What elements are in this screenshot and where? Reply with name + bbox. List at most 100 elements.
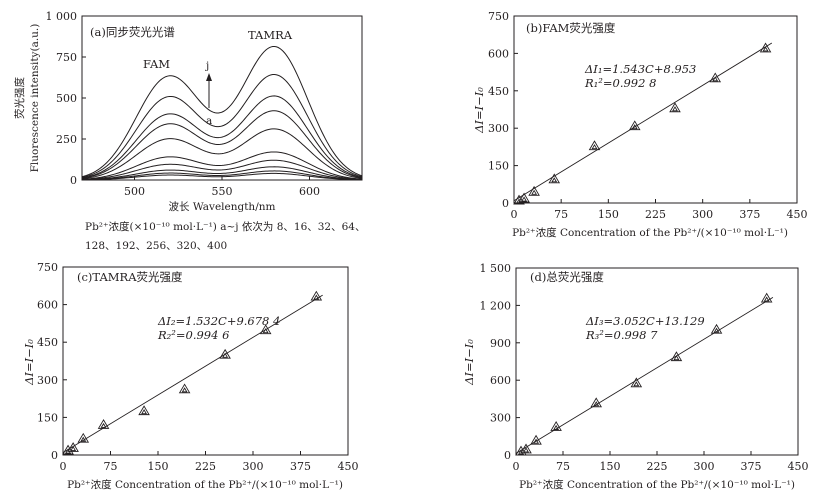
panel-b-y-tick-label: 450 — [488, 85, 509, 98]
panel-d-data-point-inner — [713, 327, 720, 333]
spectrum-curve-b — [81, 170, 363, 181]
panel-b-x-tick-label: 150 — [598, 208, 619, 221]
panel-a-x-axis-label: 波长 Wavelength/nm — [169, 200, 276, 213]
panel-d-data-point-inner — [533, 438, 540, 444]
panel-c-data-point — [259, 324, 272, 335]
panel-a-spectra: 500 550 600 0 250 500 750 1 000 (a)同步荧光光谱 FAM T… — [13, 10, 365, 252]
panel-a-arrow-top-label: j — [204, 60, 209, 72]
panel-d-y-tick-label: 600 — [490, 374, 511, 387]
panel-d-x-tick-label: 150 — [600, 460, 621, 473]
panel-c-y-tick-label: 150 — [37, 411, 58, 424]
panel-b-x-axis-label: Pb²⁺浓度 Concentration of the Pb²⁺/(×10⁻¹⁰… — [512, 226, 788, 239]
panel-b-regression-line — [513, 42, 773, 202]
panel-c-data-point — [219, 348, 231, 359]
panel-b-y-tick-label: 300 — [488, 122, 509, 135]
panel-a-y-tick-label: 1 000 — [46, 10, 78, 23]
panel-d-x-axis-label: Pb²⁺浓度 Concentration of the Pb²⁺/(×10⁻¹⁰… — [519, 478, 795, 491]
panel-d-data-points — [515, 292, 773, 456]
panel-b-y-tick-label: 0 — [502, 197, 509, 210]
panel-b-r-squared: R₁²=0.992 8 — [584, 76, 656, 90]
panel-b-x-tick-label: 225 — [645, 208, 666, 221]
panel-b-x-tick-label: 375 — [739, 208, 760, 221]
panel-c-x-tick-label: 300 — [243, 460, 264, 473]
panel-a-arrow-head — [206, 73, 212, 81]
panel-a-caption-line1: Pb²⁺浓度(×10⁻¹⁰ mol·L⁻¹) a~j 依次为 8、16、32、6… — [85, 220, 365, 233]
panel-a-y-axis-label-cn: 荧光强度 — [13, 77, 26, 119]
panel-a-y-tick-label: 0 — [70, 174, 77, 187]
panel-c-x-tick-label: 375 — [290, 460, 311, 473]
panel-c-data-point-inner — [70, 445, 77, 451]
panel-d-total-intensity: 0 75 150 225 300 375 450 0 300 600 900 1 200 1 500 (… — [462, 262, 809, 491]
panel-c-tamra-intensity: 0 75 150 225 300 375 450 0 150 300 450 600 750 (c)TA… — [22, 261, 359, 491]
panel-b-data-point — [548, 173, 561, 184]
panel-d-data-point-inner — [673, 355, 680, 361]
panel-b-y-tick-label: 600 — [488, 47, 509, 60]
panel-c-x-tick-label: 450 — [338, 460, 359, 473]
panel-c-equation: ΔI₂=1.532C+9.678 4 — [157, 314, 280, 328]
panel-c-data-point — [62, 444, 74, 455]
panel-c-data-point-inner — [100, 422, 107, 428]
panel-c-data-point — [138, 405, 150, 416]
panel-d-data-point — [670, 351, 683, 362]
spectrum-curve-h — [81, 95, 363, 179]
panel-c-data-point-inner — [80, 436, 87, 442]
panel-c-data-point — [77, 432, 90, 443]
panel-d-x-tick-label: 0 — [513, 460, 520, 473]
panel-d-y-tick-label: 1 200 — [480, 299, 512, 312]
panel-b-data-point-inner — [762, 46, 769, 52]
panel-b-data-point — [513, 194, 525, 205]
panel-d-data-point — [520, 443, 532, 454]
spectrum-curve-j — [81, 45, 363, 178]
panel-d-data-point-inner — [763, 296, 770, 302]
panel-d-y-tick-label: 1 500 — [480, 262, 512, 275]
panel-c-y-tick-label: 750 — [37, 261, 58, 274]
panel-a-arrow-bottom-label: a — [206, 115, 212, 127]
panel-b-data-point-inner — [521, 196, 528, 202]
panel-d-y-axis-label: ΔI=I−I₀ — [462, 339, 476, 386]
panel-b-data-point-inner — [516, 198, 523, 204]
panel-d-y-tick-label: 900 — [490, 337, 511, 350]
panel-c-title: (c)TAMRA荧光强度 — [77, 270, 183, 284]
spectrum-curve-c — [81, 166, 363, 181]
panel-d-x-tick-label: 75 — [556, 460, 570, 473]
panel-a-curves — [81, 45, 363, 181]
panel-b-x-tick-label: 0 — [511, 208, 518, 221]
panel-c-data-point — [67, 442, 79, 452]
spectrum-curve-g — [81, 110, 363, 179]
panel-d-plot-frame — [515, 267, 799, 456]
panel-d-data-point-inner — [518, 449, 525, 455]
panel-a-title: (a)同步荧光光谱 — [90, 25, 175, 39]
panel-c-data-point — [178, 383, 191, 394]
panel-c-fit-line — [62, 294, 323, 453]
panel-d-x-tick-label: 450 — [788, 460, 809, 473]
panel-d-x-tick-label: 300 — [694, 460, 715, 473]
panel-d-x-tick-label: 225 — [647, 460, 668, 473]
panel-d-x-tick-label: 375 — [741, 460, 762, 473]
panel-a-x-tick-label: 550 — [212, 185, 233, 198]
panel-c-regression-line — [62, 294, 323, 453]
panel-a-y-axis-label: Fluorescence intensity(a.u.) — [29, 24, 41, 173]
panel-a-peak-label-fam: FAM — [143, 57, 170, 71]
panel-b-x-tick-label: 75 — [554, 208, 568, 221]
panel-d-data-point — [515, 445, 527, 456]
panel-d-ticks: 0 75 150 225 300 375 450 0 300 600 900 1 200 1 500 — [480, 262, 809, 473]
panel-a-y-tick-label: 750 — [56, 51, 77, 64]
panel-b-y-tick-label: 150 — [488, 160, 509, 173]
panel-b-fit-line — [513, 42, 773, 202]
spectrum-curve-e — [81, 151, 363, 180]
panel-c-data-point-inner — [262, 328, 269, 334]
panel-b-equation: ΔI₁=1.543C+8.953 — [584, 62, 696, 76]
panel-b-data-point — [518, 192, 530, 203]
panel-d-data-point — [550, 421, 562, 431]
panel-b-fam-intensity: 0 75 150 225 300 375 450 0 150 300 450 600 750 (b)FA… — [472, 10, 808, 239]
spectrum-curve-f — [81, 128, 363, 180]
panel-a-y-tick-label: 500 — [56, 92, 77, 105]
panel-b-title: (b)FAM荧光强度 — [526, 21, 616, 35]
panel-c-data-point-inner — [181, 387, 188, 393]
panel-b-data-point-inner — [712, 76, 719, 82]
panel-d-data-point — [760, 292, 773, 303]
panel-c-data-points — [62, 290, 323, 455]
panel-b-data-points — [513, 42, 772, 205]
panel-b-data-point — [528, 185, 540, 196]
